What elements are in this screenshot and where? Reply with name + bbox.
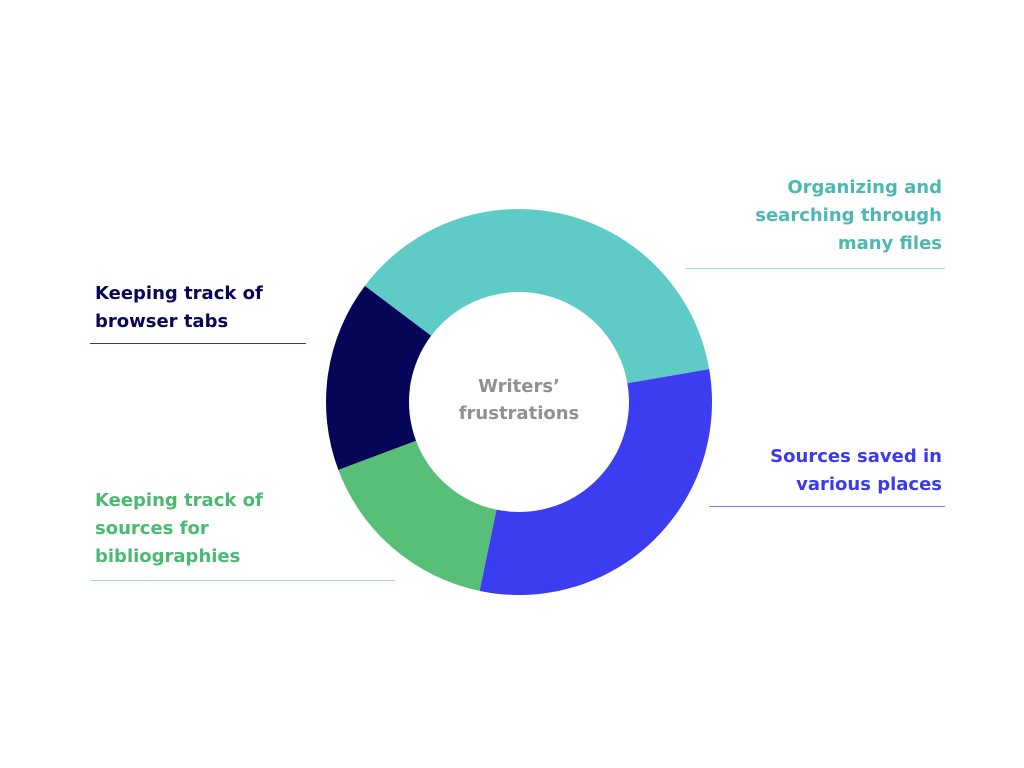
slice-label-organizing-files: Organizing and searching through many fi… — [755, 177, 942, 254]
leader-line-browser-tabs — [90, 343, 306, 344]
leader-line-organizing-files — [686, 268, 945, 269]
slice-label-sources-saved: Sources saved in various places — [770, 446, 942, 495]
chart-title: Writers’ frustrations — [458, 376, 580, 424]
slice-label-browser-tabs: Keeping track of browser tabs — [95, 283, 263, 332]
slice-sources-saved — [479, 369, 712, 595]
slice-label-bibliographies: Keeping track of sources for bibliograph… — [95, 490, 263, 567]
leader-line-bibliographies — [90, 580, 395, 581]
slice-browser-tabs — [326, 285, 432, 470]
leader-line-sources-saved — [709, 506, 945, 507]
slice-organizing-files — [364, 208, 710, 384]
slice-bibliographies — [338, 440, 497, 591]
